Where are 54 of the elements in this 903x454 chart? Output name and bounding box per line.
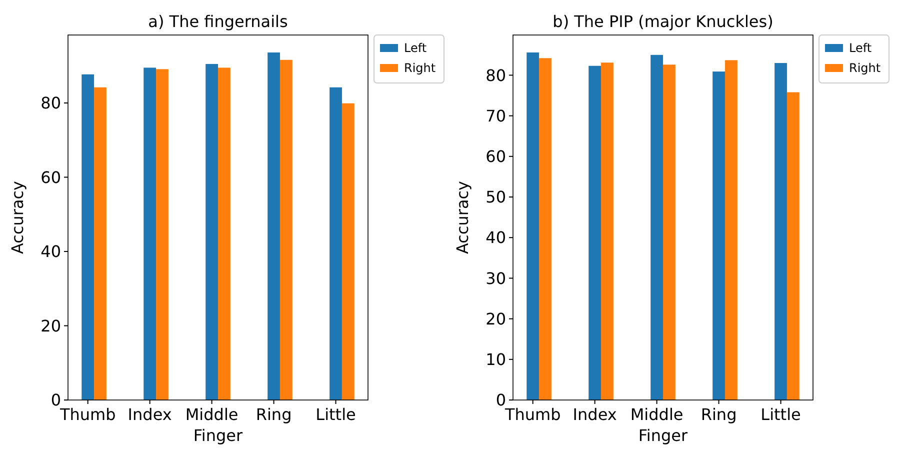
bar <box>342 103 354 400</box>
y-tick-label: 0 <box>496 390 506 410</box>
x-tick-label: Middle <box>185 405 238 424</box>
y-tick-label: 30 <box>486 268 506 288</box>
chart-title: b) The PIP (major Knuckles) <box>552 12 774 31</box>
x-tick-label: Little <box>760 405 801 424</box>
bar <box>601 62 614 400</box>
bar <box>156 69 168 400</box>
legend-label: Right <box>404 61 436 75</box>
bar <box>218 68 230 400</box>
bar <box>774 63 787 400</box>
y-axis-title: Accuracy <box>453 180 472 254</box>
legend-label: Left <box>404 41 427 55</box>
y-tick-label: 80 <box>40 94 61 113</box>
bar <box>330 87 342 400</box>
bar <box>712 72 725 400</box>
x-tick-label: Middle <box>630 405 684 424</box>
bar <box>663 64 676 400</box>
bar <box>268 52 280 400</box>
x-axis-title: Finger <box>638 426 688 445</box>
y-tick-label: 60 <box>486 146 506 166</box>
legend-label: Right <box>849 61 881 75</box>
y-tick-label: 40 <box>486 228 506 248</box>
y-axis-title: Accuracy <box>8 180 27 254</box>
x-tick-label: Index <box>572 405 617 424</box>
bar <box>650 54 663 400</box>
y-tick-label: 40 <box>40 242 61 262</box>
y-tick-label: 20 <box>486 309 506 328</box>
bar <box>526 52 540 400</box>
legend-label: Left <box>849 41 872 55</box>
bar <box>94 87 106 400</box>
chart-title: a) The fingernails <box>148 12 288 31</box>
y-tick-label: 10 <box>486 350 506 369</box>
y-tick-label: 0 <box>50 390 61 410</box>
x-tick-label: Thumb <box>504 405 561 424</box>
y-tick-label: 20 <box>40 316 61 336</box>
y-tick-label: 50 <box>486 188 506 207</box>
bar <box>82 74 94 400</box>
x-axis-title: Finger <box>193 426 244 445</box>
x-tick-label: Ring <box>700 405 737 424</box>
x-tick-label: Little <box>316 405 356 424</box>
bar <box>724 60 738 400</box>
x-tick-label: Thumb <box>58 405 116 424</box>
bar <box>588 66 602 400</box>
bar <box>144 68 156 400</box>
y-tick-label: 60 <box>40 168 61 187</box>
bar <box>280 60 292 400</box>
y-tick-label: 80 <box>486 66 506 85</box>
x-tick-label: Index <box>128 405 172 424</box>
bar <box>539 58 552 400</box>
y-tick-label: 70 <box>486 106 506 126</box>
x-tick-label: Ring <box>256 405 292 424</box>
bar <box>206 64 218 400</box>
bar <box>786 92 800 400</box>
